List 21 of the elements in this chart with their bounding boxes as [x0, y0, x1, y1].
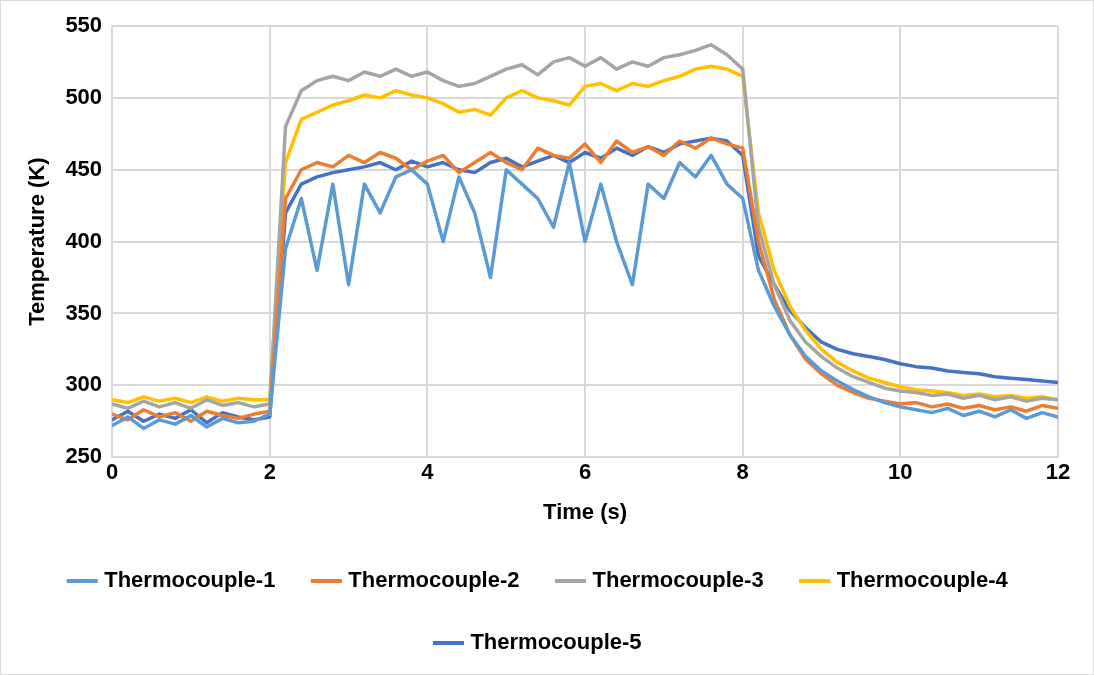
x-tick-label: 2	[263, 459, 276, 485]
legend-label: Thermocouple-3	[592, 567, 764, 593]
y-tick-label: 250	[65, 443, 103, 469]
x-tick-label: 6	[578, 459, 592, 485]
legend-label: Thermocouple-4	[836, 567, 1009, 593]
x-tick-label: 8	[736, 459, 749, 485]
x-tick-label: 4	[421, 459, 435, 485]
x-tick-label: 12	[1045, 459, 1071, 485]
y-tick-label: 300	[65, 371, 103, 397]
y-axis-title: Temperature (K)	[24, 157, 50, 326]
legend-label: Thermocouple-5	[470, 629, 642, 655]
y-tick-label: 450	[65, 155, 103, 181]
legend-label: Thermocouple-2	[348, 567, 520, 593]
x-tick-label: 10	[888, 459, 913, 485]
x-tick-label: 0	[105, 459, 119, 485]
y-tick-label: 350	[65, 299, 103, 325]
y-tick-label: 500	[65, 83, 103, 109]
y-tick-label: 550	[65, 12, 103, 38]
x-axis-title: Time (s)	[543, 498, 628, 524]
y-tick-label: 400	[65, 227, 103, 253]
legend-label: Thermocouple-1	[104, 567, 276, 593]
